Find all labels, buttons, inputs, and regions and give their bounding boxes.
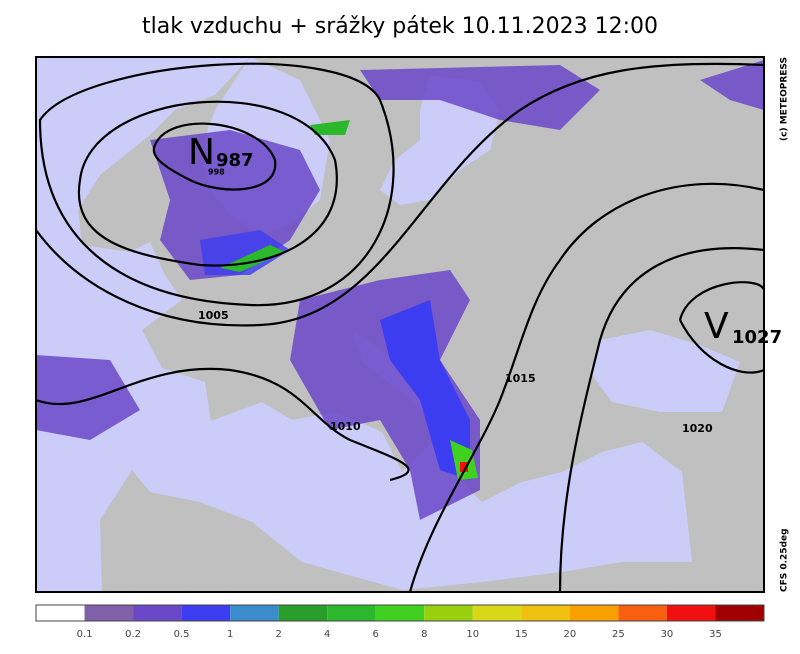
- high-value: 1027: [732, 327, 782, 348]
- legend-label: 8: [421, 629, 427, 640]
- legend-label: 0.5: [174, 629, 190, 640]
- mediterranean: [132, 402, 692, 590]
- atlantic: [36, 57, 250, 592]
- legend-swatch: [472, 605, 522, 621]
- low-center: N: [188, 132, 215, 173]
- low-value: 987: [216, 150, 254, 171]
- legend-label: 25: [612, 629, 625, 640]
- precip-area: [380, 300, 470, 480]
- precip-area: [360, 65, 600, 130]
- legend-label: 0.1: [77, 629, 93, 640]
- precip-area: [310, 120, 350, 135]
- legend-label: 35: [709, 629, 722, 640]
- legend-label: 30: [661, 629, 674, 640]
- isobar-label: 1005: [198, 309, 229, 322]
- legend-swatch: [375, 605, 425, 621]
- model-credit: CFS 0.25deg: [780, 528, 790, 592]
- map: N 987 998 V 1027 1005 1010 1015 1020: [35, 56, 782, 593]
- legend-swatch: [181, 605, 231, 621]
- title: tlak vzduchu + srážky pátek 10.11.2023 1…: [142, 14, 658, 39]
- legend-swatch: [84, 605, 134, 621]
- legend-label: 1: [227, 629, 233, 640]
- low-sub-value: 998: [208, 168, 225, 177]
- precip-area: [450, 440, 478, 480]
- legend-label: 6: [373, 629, 379, 640]
- legend-label: 20: [563, 629, 576, 640]
- legend-label: 0.2: [125, 629, 141, 640]
- legend-swatch: [424, 605, 473, 621]
- legend-swatch: [278, 605, 328, 621]
- legend-swatch: [230, 605, 279, 621]
- isobars: [35, 62, 766, 593]
- legend-swatch: [521, 605, 570, 621]
- legend-swatch: [133, 605, 182, 621]
- isobar-label: 1010: [330, 420, 361, 433]
- legend-swatch: [36, 605, 85, 621]
- map-frame: [35, 56, 765, 593]
- legend-label: 10: [466, 629, 479, 640]
- precipitation: [36, 60, 764, 520]
- legend-frame: [35, 604, 765, 622]
- legend-swatch: [569, 605, 619, 621]
- precip-area: [200, 230, 290, 275]
- precip-area: [36, 355, 140, 440]
- legend-label: 2: [275, 629, 281, 640]
- legend-swatch: [327, 605, 376, 621]
- isobar-label: 1020: [682, 422, 713, 435]
- legend-label: 15: [515, 629, 528, 640]
- color-legend: 0.1 0.2 0.5 1 2 4 6 8 10 15 20 25 30 35: [35, 604, 765, 640]
- legend-swatch: [666, 605, 716, 621]
- legend-label: 4: [324, 629, 330, 640]
- copyright: (c) METEOPRESS: [780, 57, 790, 141]
- isobar-label: 1015: [505, 372, 536, 385]
- legend-swatch: [618, 605, 667, 621]
- high-center: V: [704, 306, 729, 347]
- precip-area: [700, 60, 764, 110]
- legend-swatch: [715, 605, 764, 621]
